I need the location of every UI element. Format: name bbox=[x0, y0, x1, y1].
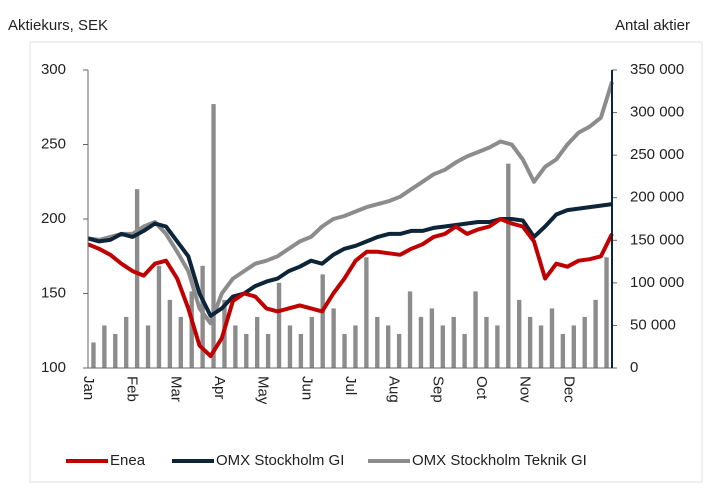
volume-bar bbox=[200, 265, 205, 368]
y2-tick-label: 0 bbox=[630, 359, 638, 376]
y2-tick-label: 200 000 bbox=[630, 189, 684, 206]
y2-tick-label: 250 000 bbox=[630, 146, 684, 163]
volume-bar bbox=[298, 333, 304, 368]
volume-bar bbox=[560, 333, 566, 368]
volume-bar bbox=[429, 308, 435, 368]
volume-bar bbox=[604, 257, 609, 368]
volume-bar bbox=[364, 257, 369, 368]
volume-bar bbox=[178, 316, 183, 368]
volume-bar bbox=[113, 333, 118, 368]
volume-bar bbox=[276, 282, 282, 368]
y2-tick-label: 350 000 bbox=[630, 61, 684, 78]
series-line bbox=[87, 81, 614, 326]
x-tick-label: Nov bbox=[517, 376, 534, 403]
volume-bar bbox=[440, 325, 445, 368]
y-axis-title: Aktiekurs, SEK bbox=[8, 17, 108, 34]
y2-tick-label: 150 000 bbox=[630, 231, 684, 248]
series-line bbox=[87, 202, 613, 318]
volume-bar bbox=[473, 291, 478, 368]
x-tick-label: Feb bbox=[124, 376, 141, 402]
volume-bar bbox=[506, 163, 511, 368]
y-tick-label: 250 bbox=[41, 135, 66, 152]
volume-bar bbox=[331, 308, 336, 368]
volume-bar bbox=[517, 299, 522, 368]
volume-bar bbox=[484, 316, 489, 368]
volume-bar bbox=[167, 299, 173, 368]
x-tick-label: Jun bbox=[298, 376, 315, 400]
y2-tick-label: 100 000 bbox=[630, 274, 684, 291]
x-tick-label: Aug bbox=[386, 376, 403, 403]
x-tick-label: Dec bbox=[560, 376, 577, 403]
volume-bar bbox=[211, 104, 216, 369]
y2-tick-label: 300 000 bbox=[630, 104, 684, 121]
volume-bar bbox=[386, 325, 391, 368]
volume-bar bbox=[538, 325, 544, 368]
x-tick-label: May bbox=[255, 376, 272, 405]
volume-bar bbox=[309, 316, 314, 368]
volume-bar bbox=[91, 342, 96, 368]
x-tick-label: Oct bbox=[473, 376, 490, 400]
y-tick-label: 150 bbox=[41, 284, 66, 301]
volume-bar bbox=[265, 333, 271, 368]
volume-bar bbox=[353, 325, 358, 368]
volume-bar bbox=[102, 325, 107, 368]
volume-bar bbox=[375, 316, 380, 368]
volume-bar bbox=[124, 316, 129, 368]
volume-bar bbox=[156, 265, 162, 368]
volume-bar bbox=[287, 325, 293, 368]
legend-label: OMX Stockholm GI bbox=[216, 452, 344, 469]
volume-bar bbox=[134, 189, 140, 368]
volume-bar bbox=[451, 316, 456, 368]
volume-bar bbox=[549, 308, 555, 368]
y2-axis-title: Antal aktier bbox=[615, 17, 690, 34]
series-line bbox=[87, 217, 614, 359]
y-tick-label: 300 bbox=[41, 61, 66, 78]
volume-bar bbox=[233, 325, 238, 368]
volume-bar bbox=[495, 325, 500, 368]
volume-bar bbox=[527, 316, 533, 368]
x-tick-label: Apr bbox=[211, 376, 228, 399]
volume-bar bbox=[396, 333, 402, 368]
volume-bar bbox=[407, 291, 413, 368]
legend-label: Enea bbox=[110, 452, 146, 469]
volume-bar bbox=[255, 316, 260, 368]
y-tick-label: 200 bbox=[41, 210, 66, 227]
y2-tick-label: 50 000 bbox=[630, 316, 676, 333]
x-tick-label: Jul bbox=[342, 376, 359, 395]
volume-bar bbox=[189, 291, 194, 368]
volume-bar bbox=[145, 325, 151, 368]
volume-bar bbox=[418, 316, 424, 368]
volume-bar bbox=[593, 299, 598, 368]
volume-bar bbox=[582, 316, 587, 368]
volume-bar bbox=[571, 325, 576, 368]
volume-bar bbox=[320, 274, 325, 368]
volume-bar bbox=[342, 333, 347, 368]
volume-bar bbox=[462, 333, 467, 368]
x-tick-label: Sep bbox=[429, 376, 446, 403]
x-tick-label: Mar bbox=[167, 376, 184, 402]
x-tick-label: Jan bbox=[80, 376, 97, 400]
legend-label: OMX Stockholm Teknik GI bbox=[412, 452, 587, 469]
chart-frame bbox=[29, 41, 703, 483]
volume-bar bbox=[244, 333, 249, 368]
y-tick-label: 100 bbox=[41, 359, 66, 376]
